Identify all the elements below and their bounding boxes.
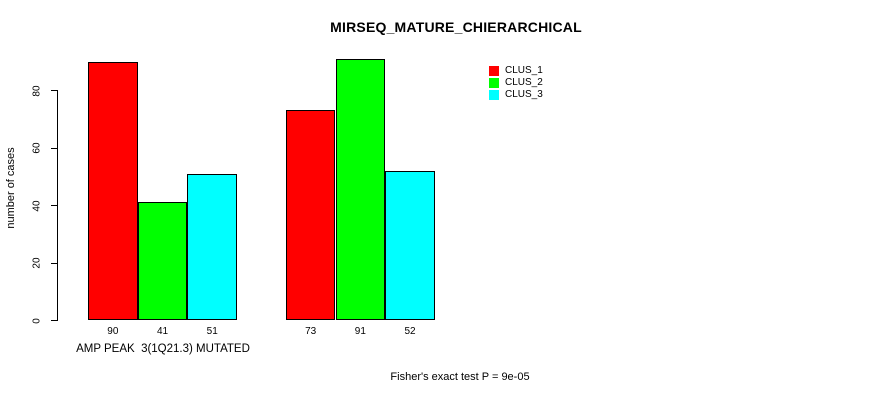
- bar-value-label: 90: [107, 326, 119, 337]
- bar-clus_2-group1: [137, 202, 188, 320]
- legend: CLUS_1 CLUS_2 CLUS_3: [489, 66, 543, 100]
- x-axis-label: AMP PEAK 3(1Q21.3) MUTATED: [76, 343, 250, 355]
- y-tick-label: 20: [31, 257, 43, 269]
- y-tick-label: 0: [31, 317, 43, 324]
- y-tick-label: 60: [31, 142, 43, 154]
- legend-label: CLUS_3: [505, 89, 543, 100]
- legend-swatch-icon: [489, 90, 499, 100]
- bar-clus_3-group1: [187, 173, 238, 320]
- bar-clus_2-group2: [335, 58, 386, 320]
- y-tick: [51, 90, 58, 92]
- bar-value-label: 91: [354, 326, 366, 337]
- bar-value-label: 51: [206, 326, 218, 337]
- bar-value-label: 41: [156, 326, 169, 337]
- legend-item-clus_2: CLUS_2: [489, 78, 543, 88]
- legend-swatch-icon: [489, 78, 499, 88]
- y-tick: [51, 205, 58, 207]
- bar-clus_3-group2: [385, 170, 435, 320]
- y-tick: [51, 147, 58, 149]
- legend-item-clus_3: CLUS_3: [489, 90, 543, 100]
- y-tick: [51, 262, 58, 264]
- bar-value-label: 52: [404, 326, 416, 337]
- y-tick-label: 40: [31, 200, 43, 212]
- bar-value-label: 73: [305, 326, 317, 337]
- legend-item-clus_1: CLUS_1: [489, 66, 543, 76]
- bar-clus_1-group2: [285, 110, 336, 320]
- bar-clus_1-group1: [88, 61, 138, 320]
- chart-title: MIRSEQ_MATURE_CHIERARCHICAL: [330, 19, 582, 35]
- legend-swatch-icon: [489, 66, 499, 76]
- y-tick: [51, 320, 58, 321]
- y-tick-label: 80: [31, 85, 43, 97]
- fisher-test-note: Fisher's exact test P = 9e-05: [390, 371, 530, 383]
- legend-label: CLUS_2: [505, 77, 543, 88]
- legend-label: CLUS_1: [505, 65, 543, 76]
